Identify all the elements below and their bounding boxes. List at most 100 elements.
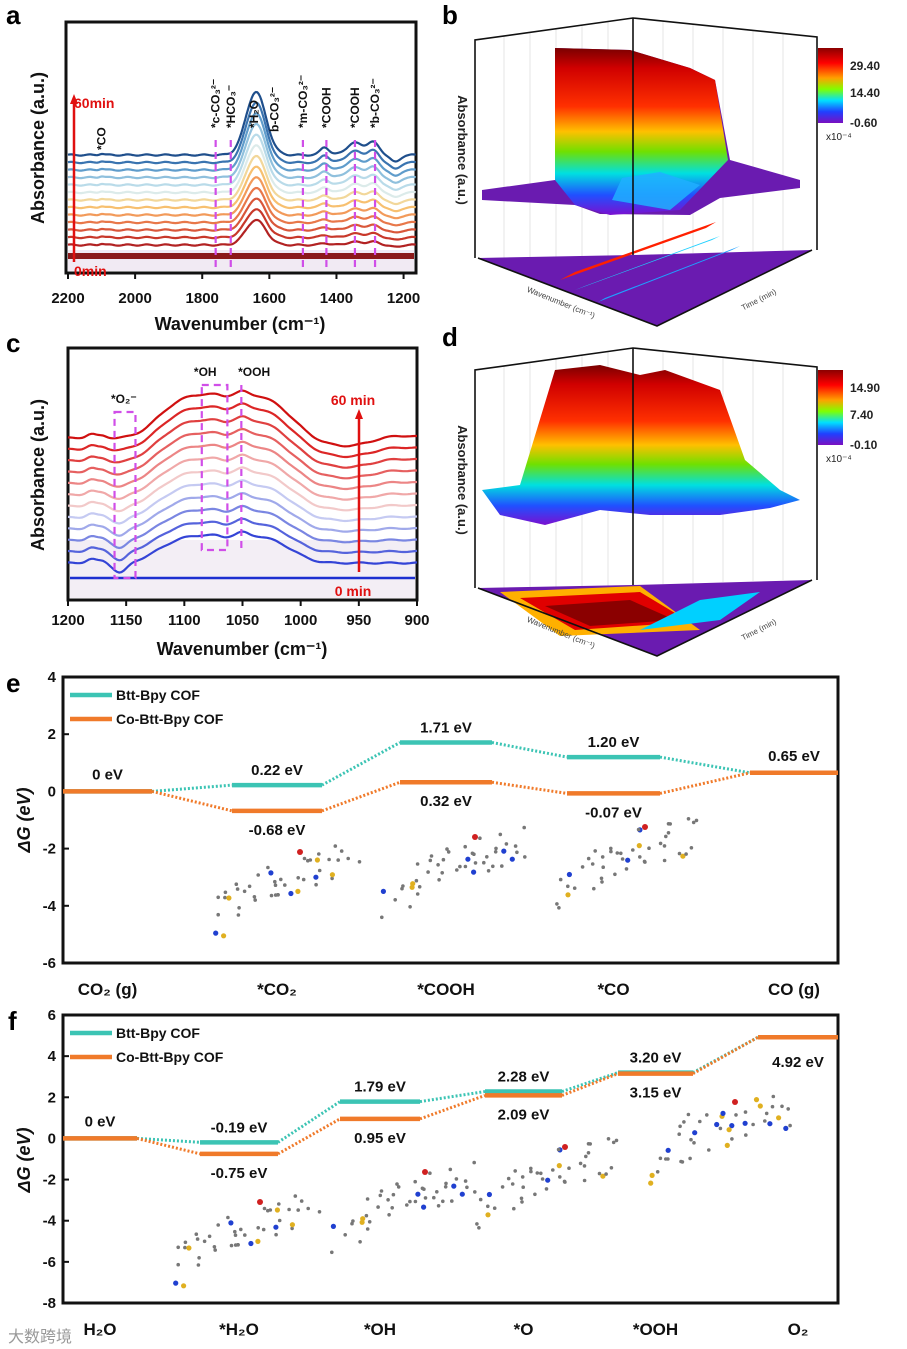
atom-dot [440, 871, 445, 875]
x-tick-label: 1800 [186, 290, 219, 307]
colorbar [818, 370, 843, 445]
atom-dot [181, 1283, 187, 1289]
floor-heatmap [478, 250, 812, 326]
atom-dot [256, 873, 261, 877]
atom-dot [274, 1232, 278, 1237]
energy-value-label-btt-bpy: 0.22 eV [251, 762, 303, 779]
atom-dot [472, 852, 476, 856]
time-end-label: 60 min [331, 392, 375, 408]
atom-dot [726, 1127, 732, 1133]
atom-dot [330, 1250, 334, 1255]
atom-dot [429, 854, 434, 858]
atom-dot [173, 1280, 179, 1286]
atom-dot [432, 1195, 436, 1200]
atom-dot [655, 1170, 660, 1174]
atom-dot [614, 1138, 619, 1143]
colorbar-scale-label: x10⁻⁴ [826, 132, 852, 143]
category-label: *H₂O [219, 1320, 259, 1339]
spectrum-line [67, 154, 416, 206]
atom-dot [226, 1215, 230, 1220]
energy-value-label-co-btt-bpy: 2.09 eV [498, 1106, 550, 1123]
atom-dot [194, 1232, 199, 1236]
atom-dot [387, 1213, 391, 1217]
atom-dot [465, 856, 471, 862]
atom-dot [365, 1227, 370, 1231]
atom-dot [296, 876, 301, 880]
atom-dot [539, 1171, 543, 1176]
atom-dot [333, 844, 338, 848]
spectrum-line [67, 186, 416, 227]
panel-label-a: a [6, 0, 21, 30]
atom-dot [556, 1147, 561, 1152]
arrow-head-icon [70, 94, 78, 104]
y-tick-label: -4 [43, 898, 57, 915]
colorbar [818, 48, 843, 123]
atom-dot [694, 818, 699, 823]
category-label: *OH [364, 1320, 396, 1339]
atom-dot [501, 848, 507, 854]
atom-dot [239, 1227, 243, 1232]
atom-dot [535, 1171, 540, 1175]
panel-c-ftir-o2: *O₂⁻ *OH *OOH 60 min 0 min 1200 1150 1100 105… [28, 346, 430, 659]
atom-dot [533, 1192, 537, 1197]
band-label: *m-CO₃²⁻ [296, 75, 310, 128]
atom-dot [436, 1204, 441, 1208]
atom-dot [343, 1233, 348, 1237]
atom-dot-oxygen [642, 824, 648, 830]
x-tick-label: 1400 [320, 290, 353, 307]
atom-dot [213, 930, 219, 936]
atom-dot [593, 849, 597, 853]
atom-dot [233, 1233, 238, 1237]
atom-dot [405, 1203, 409, 1207]
atom-dot [473, 861, 478, 865]
arrow-head-icon [355, 409, 363, 419]
category-label: *O [514, 1320, 534, 1339]
category-label: O₂ [788, 1320, 809, 1339]
atom-dot [686, 817, 691, 821]
atom-dot [753, 1097, 760, 1103]
colorbar-tick-label: 7.40 [850, 408, 874, 422]
atom-dot [625, 857, 631, 863]
time-start-label: 0 min [335, 583, 372, 599]
atom-dot [600, 855, 605, 859]
spectrum-line [67, 218, 416, 248]
atom-dot [289, 1222, 295, 1228]
atom-dot [223, 890, 228, 895]
atom-dot [486, 869, 491, 873]
atom-dot [242, 889, 247, 894]
floor-edge [477, 249, 813, 327]
atom-dot [763, 1119, 767, 1123]
atom-dot [279, 877, 283, 882]
atom-dot [500, 864, 504, 868]
atom-dot [426, 870, 430, 874]
band-label: b-CO₃²⁻ [267, 87, 281, 132]
atom-dot [472, 1160, 477, 1165]
energy-connector [491, 780, 568, 795]
atom-dot [658, 1156, 663, 1161]
atom-dot [436, 863, 440, 867]
energy-connector [419, 1094, 486, 1121]
atom-dot [494, 846, 498, 851]
atom-dot [771, 1094, 776, 1099]
spectrum-line [67, 112, 416, 177]
atom-dot [330, 876, 334, 881]
atom-dot [648, 1180, 654, 1186]
atom-dot [465, 1185, 469, 1190]
atom-dot-oxygen [297, 849, 303, 855]
atom-dot [202, 1239, 207, 1244]
atom-dot [422, 1187, 426, 1191]
atom-dot [274, 1207, 280, 1213]
atom-dot [714, 1121, 720, 1128]
atom-dot [609, 846, 613, 851]
atom-dot [513, 1169, 517, 1173]
category-label: CO (g) [768, 980, 820, 999]
y-tick-label: -8 [43, 1295, 56, 1312]
energy-value-label-btt-bpy: 1.20 eV [588, 734, 640, 751]
colorbar-scale-label: x10⁻⁴ [826, 454, 852, 465]
atom-dot [213, 1248, 217, 1252]
energy-connector [136, 1136, 201, 1156]
atom-dot [647, 846, 651, 850]
atom-dot [624, 867, 629, 871]
atom-dot [445, 847, 449, 851]
